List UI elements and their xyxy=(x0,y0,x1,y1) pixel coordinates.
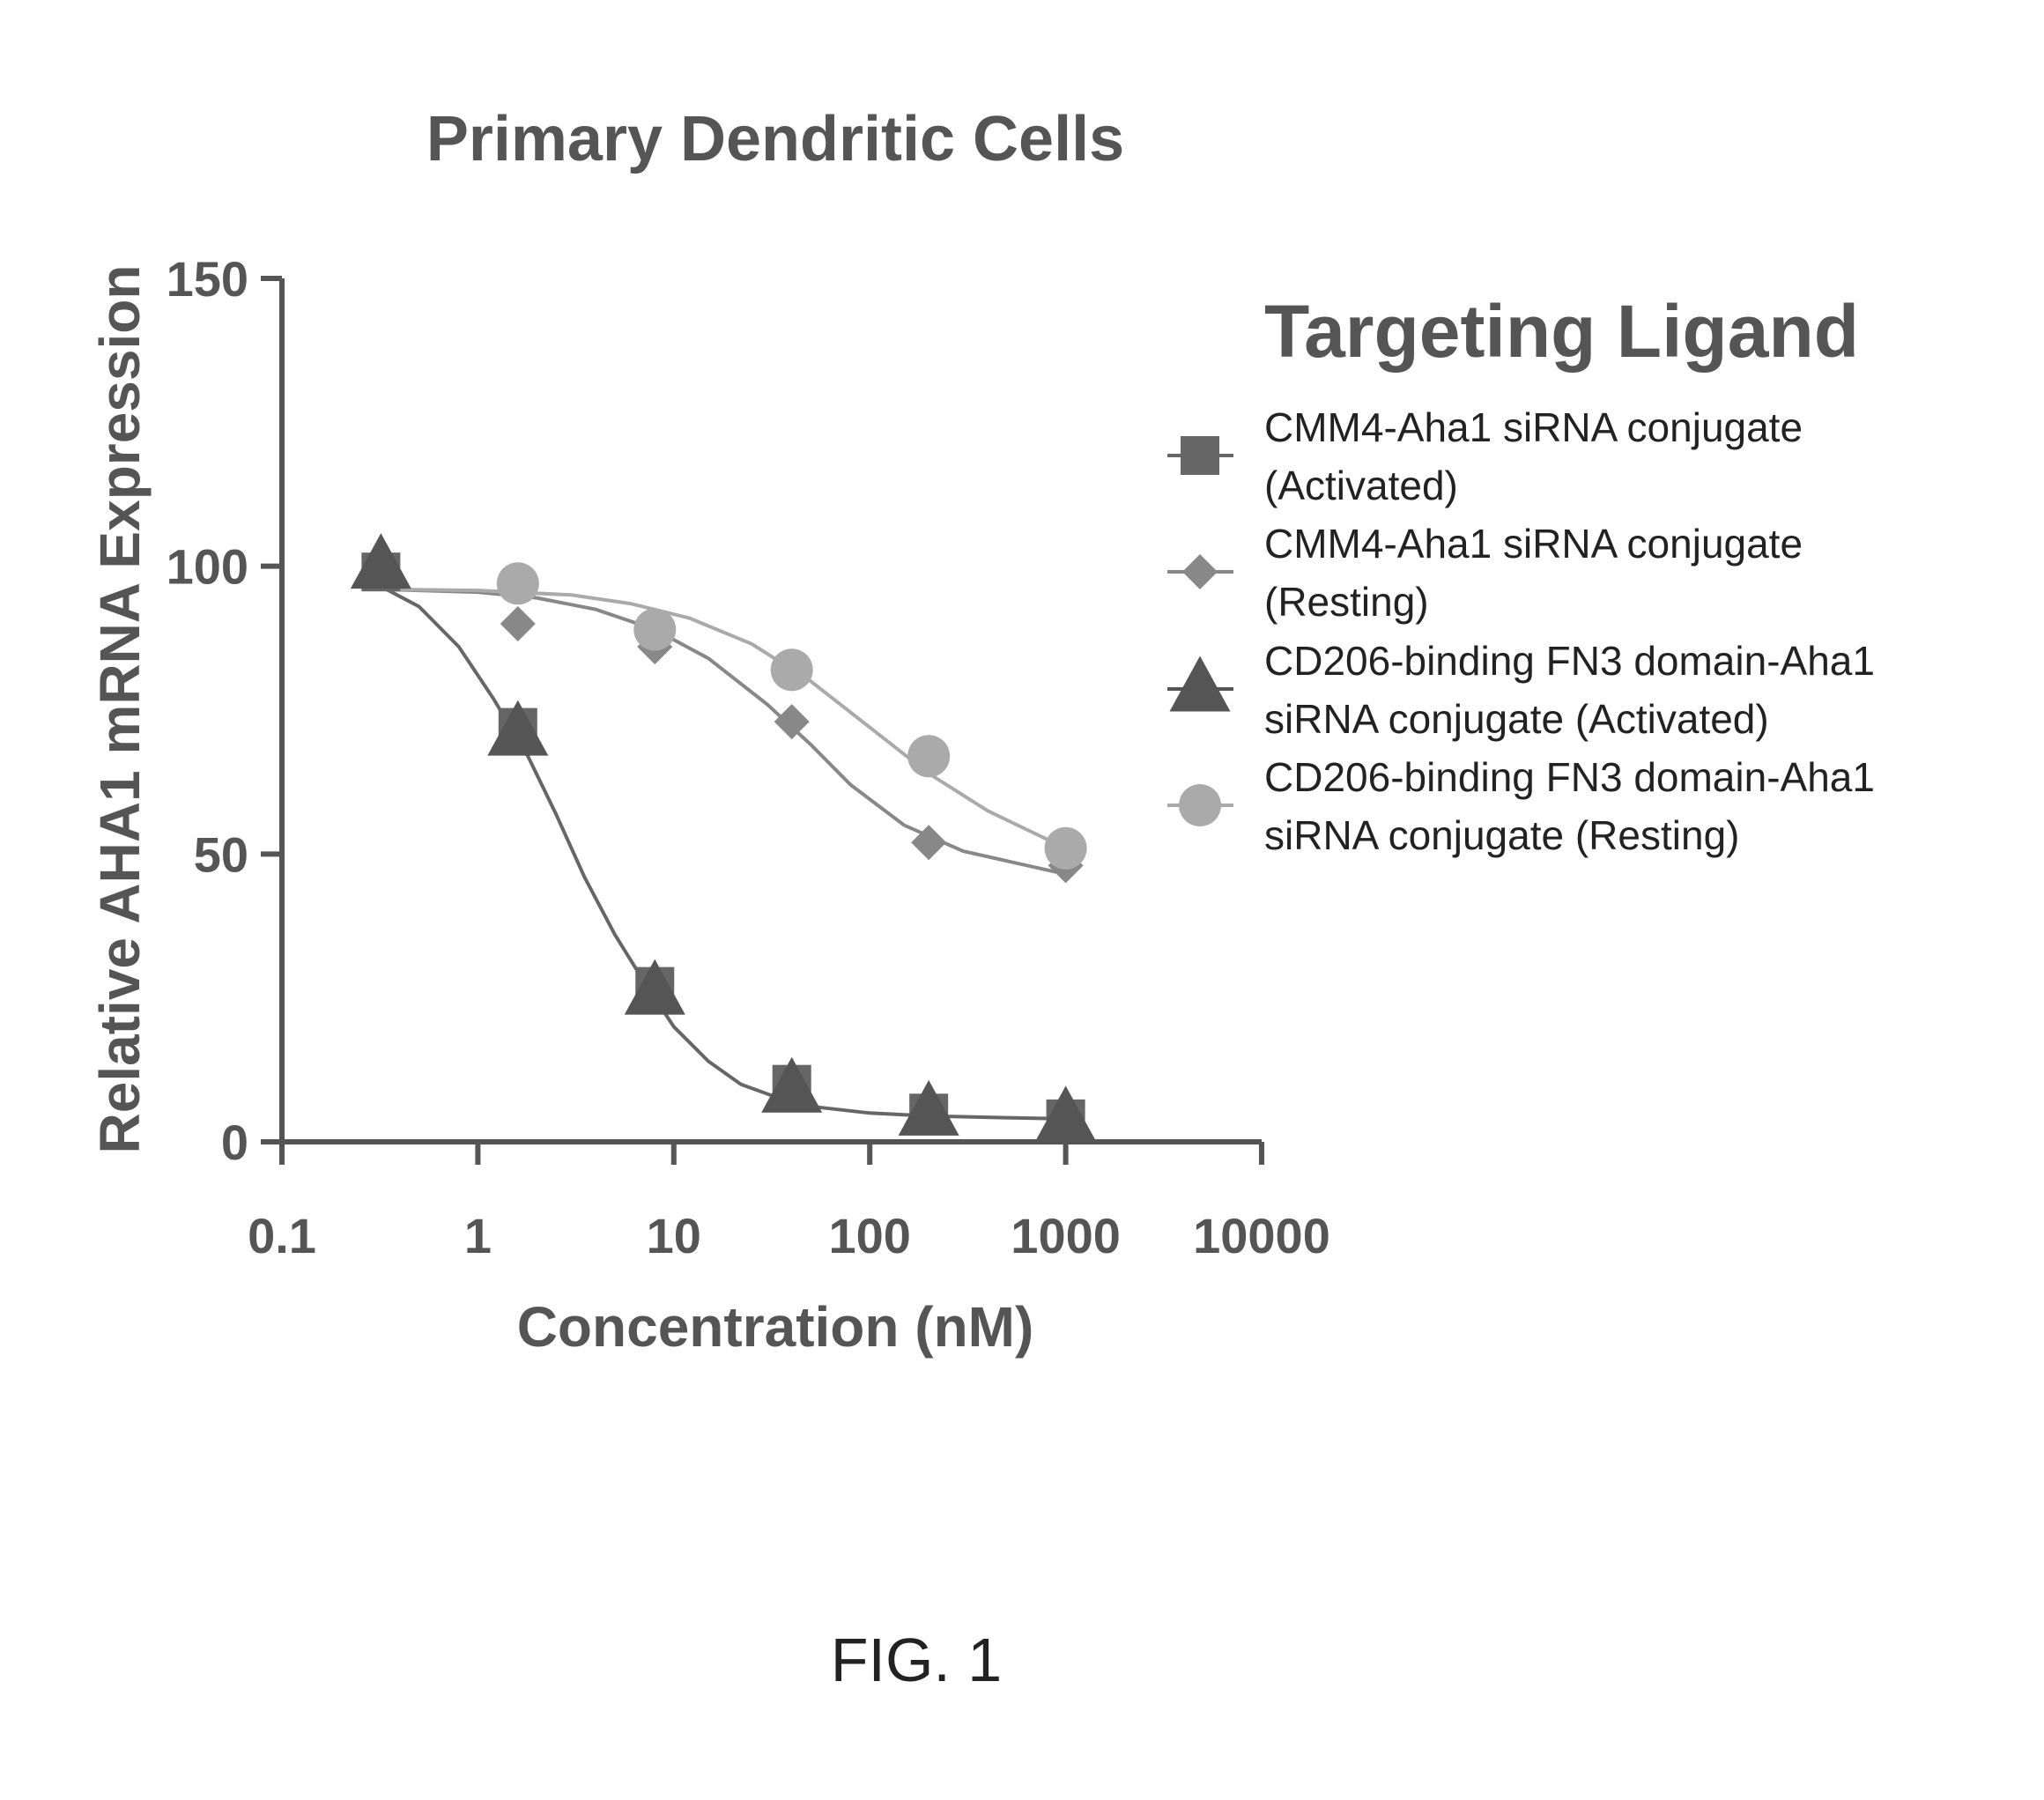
legend-label-series-3: siRNA conjugate (Activated) xyxy=(1264,696,1769,742)
legend-marker-series-2 xyxy=(1182,554,1218,589)
y-tick-label: 0 xyxy=(221,1115,248,1170)
y-tick-label: 150 xyxy=(167,251,248,307)
legend-marker-series-4 xyxy=(1179,784,1221,826)
data-point-series-4 xyxy=(1045,827,1087,870)
y-tick-label: 50 xyxy=(194,826,248,882)
axis-ticks: 0.1 1 10 100 1000 10000 0 50 100 150 xyxy=(167,251,1330,1263)
data-point-series-3 xyxy=(761,1057,822,1113)
legend-title: Targeting Ligand xyxy=(1264,290,1859,373)
fit-curve-series-4 xyxy=(375,589,1066,848)
data-point-series-4 xyxy=(633,609,676,651)
data-point-series-3 xyxy=(899,1080,959,1136)
legend-label-series-1: CMM4-Aha1 siRNA conjugate xyxy=(1264,404,1803,450)
axes xyxy=(264,278,1262,1142)
data-point-series-2 xyxy=(774,704,810,739)
figure-caption: FIG. 1 xyxy=(831,1626,1002,1694)
legend-label-series-4: siRNA conjugate (Resting) xyxy=(1264,812,1739,858)
x-tick-label: 10000 xyxy=(1193,1208,1330,1263)
data-point-series-4 xyxy=(907,735,950,777)
legend-marker-series-1 xyxy=(1181,436,1219,475)
x-tick-label: 1 xyxy=(464,1208,492,1263)
data-point-series-4 xyxy=(771,648,813,691)
x-tick-label: 100 xyxy=(828,1208,910,1263)
x-tick-label: 0.1 xyxy=(248,1208,316,1263)
fit-curves xyxy=(375,583,1066,1119)
data-point-series-4 xyxy=(497,562,539,604)
x-tick-label: 1000 xyxy=(1011,1208,1121,1263)
data-point-series-2 xyxy=(500,606,536,641)
y-axis-label: Relative AHA1 mRNA Expression xyxy=(88,265,152,1154)
x-axis-label: Concentration (nM) xyxy=(517,1295,1034,1359)
legend-label-series-3: CD206-binding FN3 domain-Aha1 xyxy=(1264,638,1875,684)
legend-label-series-1: (Activated) xyxy=(1264,463,1458,508)
chart-title: Primary Dendritic Cells xyxy=(426,104,1124,174)
legend: CMM4-Aha1 siRNA conjugate (Activated) CMM4… xyxy=(1167,404,1875,858)
legend-marker-series-3 xyxy=(1170,656,1231,712)
data-point-series-3 xyxy=(1035,1085,1096,1141)
y-tick-label: 100 xyxy=(167,539,248,595)
x-tick-label: 10 xyxy=(647,1208,701,1263)
legend-label-series-4: CD206-binding FN3 domain-Aha1 xyxy=(1264,754,1875,800)
data-point-series-3 xyxy=(487,700,548,756)
data-markers xyxy=(351,533,1096,1141)
data-point-series-3 xyxy=(351,533,411,589)
legend-label-series-2: (Resting) xyxy=(1264,579,1429,625)
legend-label-series-2: CMM4-Aha1 siRNA conjugate xyxy=(1264,521,1803,567)
